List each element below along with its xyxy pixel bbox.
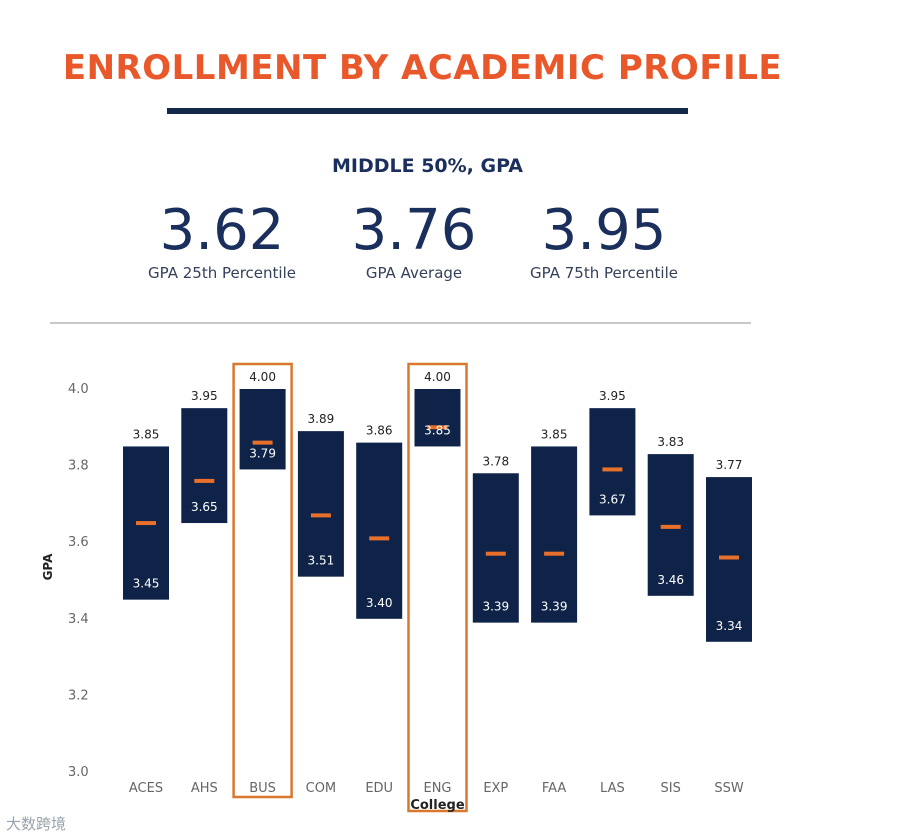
x-tick-label: SIS [661,781,681,796]
y-axis-label: GPA [41,553,55,581]
value-label-25th: 3.39 [541,600,568,614]
value-label-75th: 3.77 [716,458,743,472]
average-marker-bus [252,440,273,445]
range-bar-las [589,408,636,516]
x-tick-label: EDU [365,781,393,796]
x-tick-label: EXP [483,781,508,796]
value-label-75th: 3.78 [482,454,509,468]
value-label-75th: 3.89 [308,412,335,426]
x-axis-label: College [410,798,465,813]
average-marker-eng [427,425,448,430]
highlight-box-bus [232,362,293,799]
x-tick-label: LAS [600,781,625,796]
stat-value: 3.62 [159,198,285,263]
average-marker-ssw [719,555,739,560]
stat-value: 3.76 [351,198,477,263]
y-tick-label: 3.4 [68,612,89,627]
value-label-25th: 3.39 [482,600,509,614]
stat-gpa-average: 3.76 GPA Average [304,196,524,282]
x-tick-label: ENG [423,781,451,796]
stat-value: 3.95 [541,198,667,263]
range-bar-exp [472,473,519,623]
value-label-75th: 3.95 [599,389,626,403]
page-title: ENROLLMENT BY ACADEMIC PROFILE [62,48,783,88]
watermark-text: 大数跨境 [6,815,67,833]
value-label-25th: 3.51 [308,554,335,568]
value-label-75th: 4.00 [249,370,276,384]
value-label-25th: 3.79 [249,446,276,460]
range-bar-ahs [181,408,228,524]
y-tick-label: 3.6 [68,535,89,550]
section-divider [50,322,751,324]
value-label-75th: 3.83 [657,435,684,449]
range-bar-com [297,431,344,577]
value-label-25th: 3.67 [599,492,626,506]
stat-gpa-25th: 3.62 GPA 25th Percentile [112,196,332,282]
title-underline [167,108,688,114]
x-tick-label: ACES [129,781,163,796]
y-tick-label: 3.0 [68,765,89,780]
value-label-75th: 4.00 [424,370,451,384]
y-tick-label: 3.8 [68,459,89,474]
average-marker-ahs [194,478,215,483]
x-tick-label: SSW [714,781,744,796]
x-tick-label: FAA [542,781,567,796]
average-marker-exp [485,551,506,556]
average-marker-faa [544,551,565,556]
value-label-75th: 3.85 [541,427,568,441]
y-tick-label: 3.2 [68,688,89,703]
range-bar-eng [414,389,461,447]
stat-label: GPA Average [365,264,463,282]
highlight-box-eng [407,362,468,813]
average-marker-las [602,467,623,472]
range-bar-faa [531,446,578,623]
range-bar-bus [239,389,286,470]
value-label-75th: 3.95 [191,389,218,403]
stat-label: GPA 25th Percentile [148,264,296,282]
value-label-25th: 3.46 [657,573,684,587]
value-label-75th: 3.85 [133,427,160,441]
value-label-25th: 3.85 [424,423,451,437]
value-label-75th: 3.86 [366,424,393,438]
y-tick-label: 4.0 [68,382,89,397]
stat-label: GPA 75th Percentile [530,264,678,282]
average-marker-com [310,513,331,518]
range-bar-edu [356,442,403,619]
value-label-25th: 3.34 [716,619,743,633]
average-marker-edu [369,536,390,541]
value-label-25th: 3.45 [133,577,160,591]
x-tick-label: BUS [249,781,276,796]
average-marker-aces [136,521,156,526]
value-label-25th: 3.65 [191,500,218,514]
section-heading: MIDDLE 50%, GPA [331,155,523,177]
x-tick-label: COM [306,781,337,796]
average-marker-sis [660,524,681,529]
x-tick-label: AHS [191,781,218,796]
value-label-25th: 3.40 [366,596,393,610]
stat-gpa-75th: 3.95 GPA 75th Percentile [494,196,714,282]
